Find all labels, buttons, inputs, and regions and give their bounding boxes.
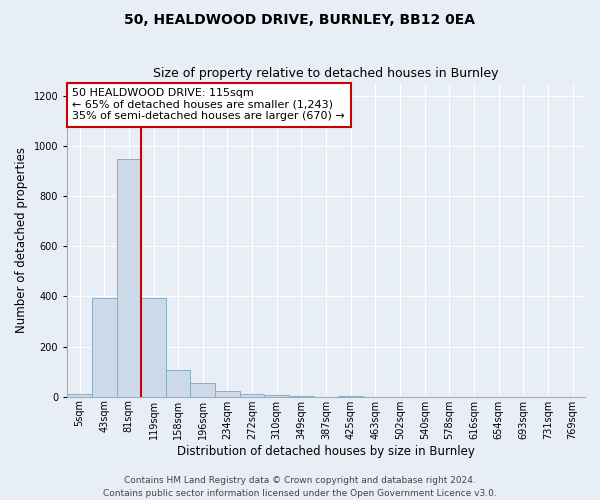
Text: Contains HM Land Registry data © Crown copyright and database right 2024.
Contai: Contains HM Land Registry data © Crown c… [103, 476, 497, 498]
Bar [240, 394, 265, 396]
Bar [92, 298, 116, 396]
Y-axis label: Number of detached properties: Number of detached properties [15, 147, 28, 333]
Text: 50 HEALDWOOD DRIVE: 115sqm
← 65% of detached houses are smaller (1,243)
35% of s: 50 HEALDWOOD DRIVE: 115sqm ← 65% of deta… [73, 88, 345, 122]
Bar [190, 383, 215, 396]
Bar [141, 298, 166, 396]
Bar [166, 370, 190, 396]
Bar [67, 394, 92, 396]
Bar [116, 158, 141, 396]
Bar [215, 391, 240, 396]
Text: 50, HEALDWOOD DRIVE, BURNLEY, BB12 0EA: 50, HEALDWOOD DRIVE, BURNLEY, BB12 0EA [125, 12, 476, 26]
Title: Size of property relative to detached houses in Burnley: Size of property relative to detached ho… [154, 66, 499, 80]
X-axis label: Distribution of detached houses by size in Burnley: Distribution of detached houses by size … [177, 444, 475, 458]
